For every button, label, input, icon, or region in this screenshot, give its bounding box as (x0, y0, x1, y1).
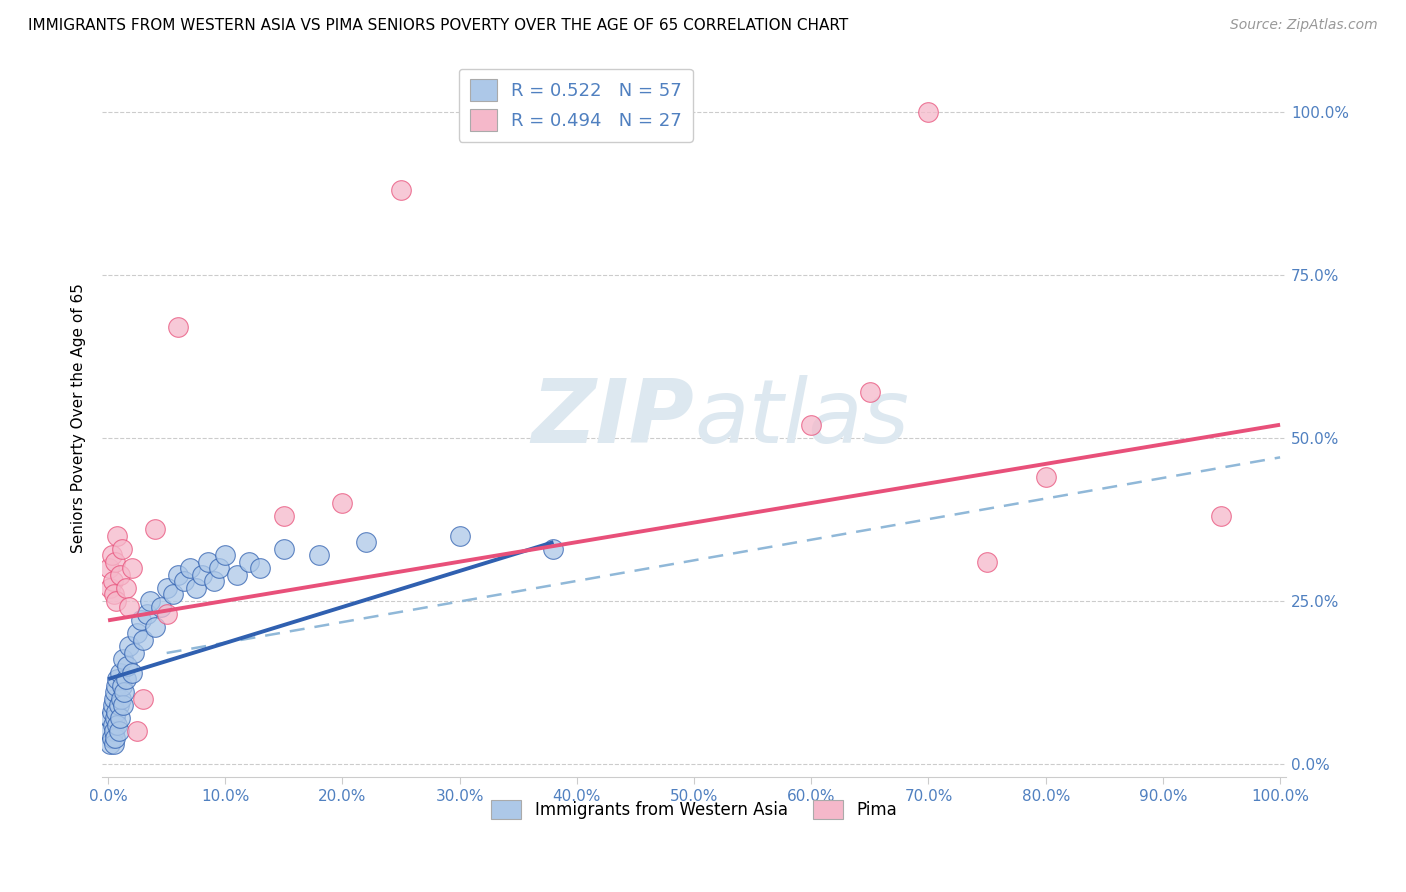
Point (184, 581, 207, 595)
Point (1211, 509, 1233, 524)
Point (107, 724, 129, 739)
Point (191, 567, 214, 582)
Point (114, 685, 136, 699)
Point (167, 320, 190, 334)
Text: IMMIGRANTS FROM WESTERN ASIA VS PIMA SENIORS POVERTY OVER THE AGE OF 65 CORRELAT: IMMIGRANTS FROM WESTERN ASIA VS PIMA SEN… (28, 18, 848, 33)
Point (202, 574, 225, 589)
Point (103, 737, 125, 751)
Point (104, 711, 127, 725)
Point (156, 607, 179, 621)
Point (104, 685, 127, 699)
Point (105, 594, 128, 608)
Text: atlas: atlas (695, 376, 908, 461)
Point (100, 581, 122, 595)
Point (214, 548, 236, 562)
Point (110, 691, 132, 706)
Point (162, 587, 184, 601)
Point (118, 640, 141, 654)
Point (122, 646, 145, 660)
Point (208, 561, 231, 575)
Point (273, 541, 295, 556)
Point (1035, 470, 1057, 484)
Point (149, 600, 172, 615)
Point (226, 567, 249, 582)
Point (273, 509, 295, 524)
Point (107, 698, 129, 713)
Point (127, 724, 149, 739)
Point (107, 528, 129, 542)
Point (100, 737, 122, 751)
Point (167, 567, 190, 582)
Point (308, 548, 330, 562)
Point (101, 717, 124, 731)
Point (132, 691, 155, 706)
Point (103, 587, 125, 601)
Point (135, 607, 157, 621)
Point (389, 183, 412, 197)
Point (197, 555, 219, 569)
Point (121, 561, 143, 575)
Point (179, 561, 201, 575)
Point (800, 417, 823, 432)
Point (98, 561, 121, 575)
Point (112, 698, 135, 713)
Point (101, 698, 124, 713)
Point (100, 705, 122, 719)
Point (543, 541, 565, 556)
Point (121, 665, 143, 680)
Point (249, 561, 271, 575)
Point (129, 613, 152, 627)
Point (238, 555, 260, 569)
Point (354, 535, 377, 549)
Point (108, 567, 131, 582)
Point (859, 385, 882, 400)
Point (107, 672, 129, 686)
Point (100, 548, 122, 562)
Point (115, 659, 138, 673)
Point (108, 665, 131, 680)
Point (139, 594, 162, 608)
Point (105, 679, 128, 693)
Point (173, 574, 195, 589)
Legend: Immigrants from Western Asia, Pima: Immigrants from Western Asia, Pima (485, 793, 904, 826)
Point (100, 731, 122, 745)
Point (111, 679, 134, 693)
Text: ZIP: ZIP (531, 375, 695, 462)
Point (114, 581, 136, 595)
Point (332, 496, 354, 510)
Point (98, 724, 121, 739)
Point (143, 620, 166, 634)
Point (112, 652, 135, 666)
Point (111, 541, 134, 556)
Point (156, 581, 179, 595)
Point (103, 691, 125, 706)
Point (449, 528, 471, 542)
Point (143, 522, 166, 536)
Point (976, 555, 998, 569)
Point (105, 705, 128, 719)
Point (103, 724, 125, 739)
Point (100, 711, 122, 725)
Point (114, 672, 136, 686)
Point (127, 626, 149, 640)
Point (132, 632, 155, 647)
Text: Source: ZipAtlas.com: Source: ZipAtlas.com (1230, 18, 1378, 32)
Point (104, 555, 127, 569)
Point (108, 711, 131, 725)
Point (107, 717, 129, 731)
Y-axis label: Seniors Poverty Over the Age of 65: Seniors Poverty Over the Age of 65 (72, 284, 86, 553)
Point (118, 600, 141, 615)
Point (917, 104, 939, 119)
Point (101, 574, 124, 589)
Point (104, 731, 127, 745)
